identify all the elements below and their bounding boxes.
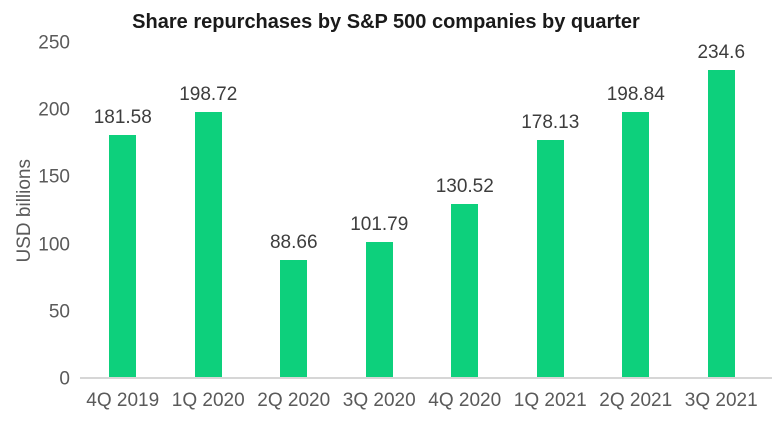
y-tick-label: 100	[38, 234, 70, 256]
bar-group: 101.79	[337, 43, 423, 379]
x-axis-baseline	[80, 377, 772, 379]
bar-group: 181.58	[80, 43, 166, 379]
x-tick-label: 3Q 2020	[342, 390, 416, 411]
bar	[365, 242, 393, 379]
bar	[536, 139, 564, 379]
chart-title: Share repurchases by S&P 500 companies b…	[132, 11, 640, 33]
y-tick-label: 250	[38, 32, 70, 54]
bar-group: 178.13	[508, 43, 594, 379]
x-axis-labels: 4Q 2019 1Q 2020 2Q 2020 3Q 2020 4Q 2020 …	[80, 390, 764, 412]
bar	[707, 70, 735, 379]
bar	[622, 111, 650, 379]
y-tick-label: 150	[38, 166, 70, 188]
x-tick-label: 1Q 2021	[513, 390, 587, 411]
x-tick-label: 2Q 2020	[257, 390, 331, 411]
bar-value-label: 101.79	[350, 214, 409, 236]
bar	[194, 111, 222, 379]
y-tick-label: 200	[38, 99, 70, 121]
x-tick-label: 3Q 2021	[684, 390, 758, 411]
y-axis-ticks: 0 50 100 150 200 250	[0, 34, 70, 389]
x-tick-label: 1Q 2020	[171, 390, 245, 411]
x-tick-label: 4Q 2019	[86, 390, 160, 411]
bar-group: 130.52	[422, 43, 508, 379]
y-tick-label: 50	[48, 301, 70, 323]
bar	[451, 203, 479, 379]
plot-area: 181.58 198.72 88.66 101.79 130.52 178.13…	[80, 43, 764, 379]
bar-group: 198.84	[593, 43, 679, 379]
x-tick-label: 2Q 2021	[599, 390, 673, 411]
bar-group: 234.6	[679, 43, 765, 379]
x-tick-label: 4Q 2020	[428, 390, 502, 411]
y-tick-label: 0	[59, 368, 70, 390]
bar-value-label: 198.72	[179, 83, 238, 105]
bar	[280, 259, 308, 379]
bar-group: 88.66	[251, 43, 337, 379]
bar-value-label: 234.6	[697, 42, 746, 63]
bar-value-label: 198.84	[606, 83, 665, 105]
bar-value-label: 181.58	[93, 106, 152, 128]
bar-value-label: 130.52	[435, 175, 494, 197]
bar-value-label: 178.13	[521, 111, 580, 133]
bar-group: 198.72	[166, 43, 252, 379]
bar-value-label: 88.66	[269, 231, 318, 253]
bar	[109, 134, 137, 379]
